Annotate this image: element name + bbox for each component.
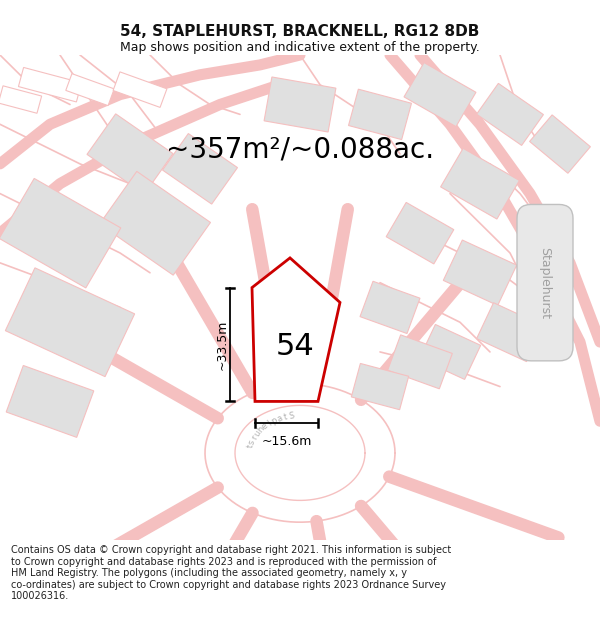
- Text: ~15.6m: ~15.6m: [262, 435, 311, 448]
- Text: t: t: [246, 444, 256, 449]
- Polygon shape: [360, 281, 420, 334]
- Text: t: t: [283, 412, 288, 422]
- Text: Map shows position and indicative extent of the property.: Map shows position and indicative extent…: [120, 41, 480, 54]
- Polygon shape: [404, 62, 476, 127]
- Polygon shape: [0, 178, 121, 288]
- Polygon shape: [66, 74, 114, 106]
- Text: ~33.5m: ~33.5m: [215, 319, 229, 370]
- Text: s: s: [247, 439, 257, 445]
- Polygon shape: [440, 148, 520, 219]
- Text: u: u: [252, 429, 262, 438]
- FancyBboxPatch shape: [517, 204, 573, 361]
- Text: ~357m²/~0.088ac.: ~357m²/~0.088ac.: [166, 135, 434, 163]
- Text: a: a: [275, 413, 284, 424]
- Text: 54, STAPLEHURST, BRACKNELL, RG12 8DB: 54, STAPLEHURST, BRACKNELL, RG12 8DB: [121, 24, 479, 39]
- Text: p: p: [269, 416, 279, 426]
- Polygon shape: [349, 89, 412, 139]
- Text: S: S: [288, 411, 295, 421]
- Polygon shape: [0, 86, 41, 113]
- Text: e: e: [260, 421, 269, 431]
- Text: 54: 54: [275, 332, 314, 361]
- Polygon shape: [476, 83, 544, 146]
- Polygon shape: [163, 134, 238, 204]
- Polygon shape: [386, 202, 454, 264]
- Polygon shape: [352, 364, 409, 410]
- Text: Staplehurst: Staplehurst: [539, 247, 551, 319]
- Polygon shape: [19, 68, 82, 102]
- Polygon shape: [443, 240, 517, 306]
- Text: h: h: [256, 425, 266, 434]
- Polygon shape: [87, 114, 173, 194]
- Polygon shape: [419, 324, 481, 379]
- Text: Contains OS data © Crown copyright and database right 2021. This information is : Contains OS data © Crown copyright and d…: [11, 545, 451, 601]
- Polygon shape: [264, 77, 336, 132]
- Text: r: r: [250, 434, 259, 441]
- Polygon shape: [5, 268, 134, 377]
- Polygon shape: [252, 258, 340, 401]
- Polygon shape: [388, 335, 452, 389]
- Polygon shape: [113, 72, 167, 107]
- Text: l: l: [266, 419, 273, 428]
- Polygon shape: [6, 366, 94, 438]
- Polygon shape: [476, 302, 544, 362]
- Polygon shape: [100, 171, 211, 275]
- Polygon shape: [530, 115, 590, 173]
